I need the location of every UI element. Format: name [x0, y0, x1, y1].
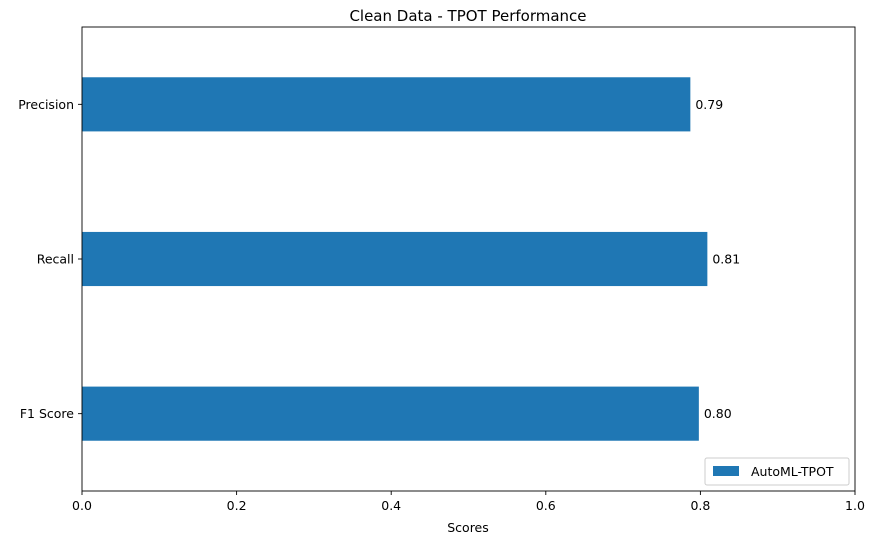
- legend-label: AutoML-TPOT: [751, 464, 834, 479]
- y-tick-label: Recall: [37, 252, 74, 267]
- x-tick-label: 0.0: [72, 498, 92, 513]
- x-axis-label: Scores: [447, 520, 489, 535]
- bar-f1-score: [82, 386, 699, 441]
- bar-recall: [82, 231, 708, 287]
- x-tick-label: 0.6: [536, 498, 556, 513]
- x-tick-label: 0.4: [381, 498, 401, 513]
- legend-swatch: [713, 466, 739, 476]
- x-axis: 0.0 0.2 0.4 0.6 0.8 1.0: [72, 491, 865, 513]
- x-tick-label: 0.8: [690, 498, 710, 513]
- bars-layer: 0.79 0.81 0.80: [82, 77, 740, 441]
- data-label: 0.80: [704, 406, 732, 421]
- y-axis: Precision Recall F1 Score: [18, 97, 82, 421]
- y-tick-label: Precision: [18, 97, 74, 112]
- y-tick-label: F1 Score: [20, 406, 74, 421]
- chart-title: Clean Data - TPOT Performance: [349, 7, 586, 25]
- data-label: 0.81: [712, 252, 740, 267]
- bar-precision: [82, 77, 691, 132]
- x-tick-label: 1.0: [845, 498, 865, 513]
- x-tick-label: 0.2: [227, 498, 247, 513]
- data-label: 0.79: [695, 97, 723, 112]
- legend-box: [704, 457, 850, 486]
- legend: AutoML-TPOT: [704, 457, 850, 486]
